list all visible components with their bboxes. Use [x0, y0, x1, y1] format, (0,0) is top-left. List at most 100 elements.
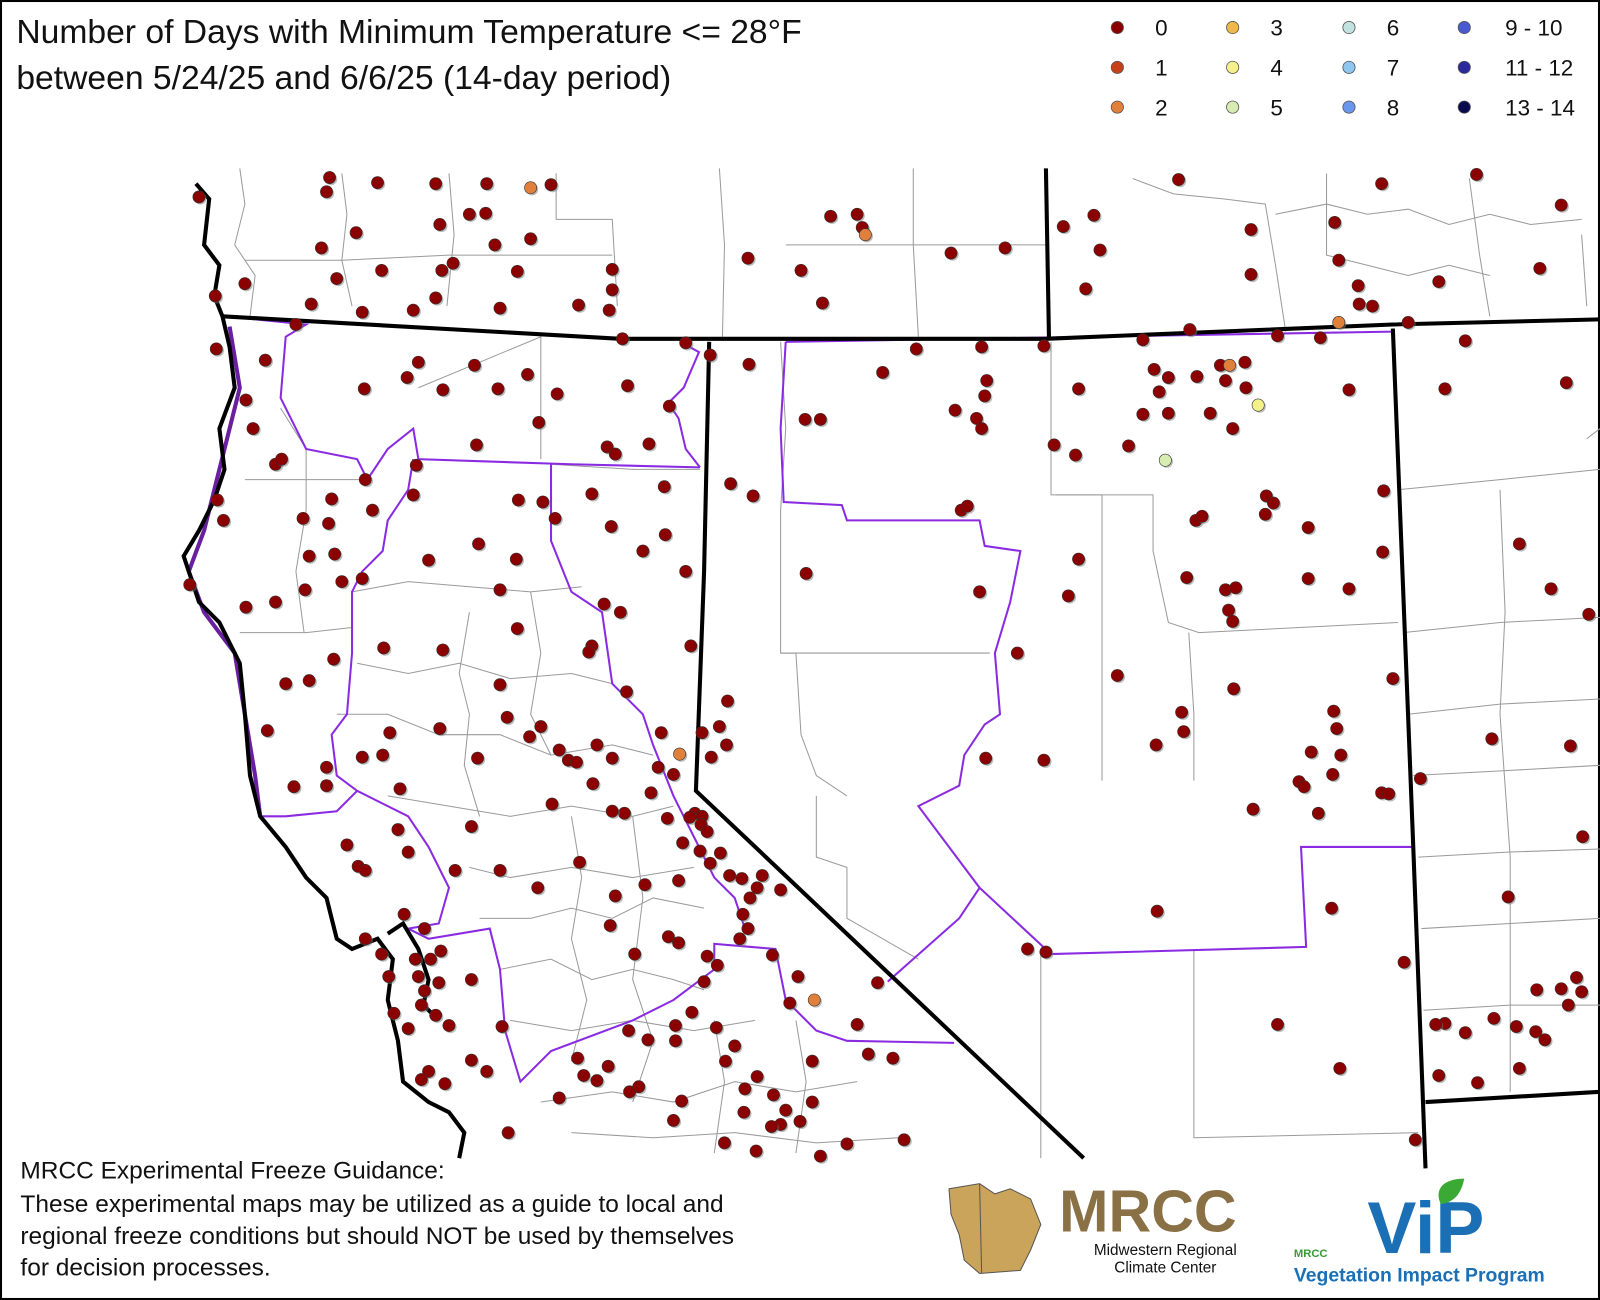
- station-dot: [1150, 904, 1164, 918]
- station-dot: [1175, 705, 1189, 719]
- station-dot: [480, 1065, 494, 1078]
- station-dot: [1223, 358, 1237, 372]
- legend-swatch: [1226, 21, 1240, 35]
- footer-heading: MRCC Experimental Freeze Guidance:: [20, 1158, 444, 1185]
- station-dot: [779, 1103, 793, 1117]
- station-dot: [975, 340, 989, 354]
- station-dot: [436, 643, 450, 657]
- station-dot: [700, 825, 714, 839]
- station-dot: [397, 907, 411, 921]
- station-dot: [1529, 1025, 1543, 1039]
- station-dot: [621, 379, 634, 393]
- station-dot: [436, 383, 450, 397]
- station-dot: [1429, 1018, 1443, 1031]
- station-dot: [471, 751, 484, 765]
- station-dot: [794, 263, 808, 277]
- station-dot: [523, 730, 537, 744]
- station-dot: [1485, 732, 1499, 746]
- station-dot: [697, 975, 711, 989]
- station-dot: [798, 412, 812, 426]
- station-dot: [1190, 370, 1204, 383]
- legend-label: 0: [1155, 16, 1167, 41]
- station-dot: [1554, 198, 1568, 212]
- station-dot: [871, 976, 884, 990]
- station-dot: [600, 440, 614, 454]
- station-dot: [743, 891, 757, 905]
- station-dot: [358, 473, 372, 487]
- station-dot: [824, 209, 838, 223]
- station-dot: [783, 996, 797, 1010]
- station-dot: [601, 1059, 615, 1073]
- station-dot: [970, 411, 983, 425]
- station-dot: [590, 738, 604, 752]
- station-dot: [465, 973, 478, 987]
- station-dot: [1304, 745, 1318, 759]
- station-dot: [302, 549, 316, 563]
- station-dot: [667, 1113, 680, 1127]
- station-dot: [418, 922, 431, 935]
- station-dot: [355, 305, 369, 319]
- station-dot: [192, 190, 206, 204]
- station-dot: [510, 622, 524, 635]
- station-dot: [724, 477, 738, 491]
- station-dot: [510, 265, 524, 278]
- station-dot: [613, 605, 627, 619]
- station-dot: [1382, 787, 1396, 801]
- station-dot: [793, 1115, 807, 1128]
- station-dot: [408, 952, 422, 966]
- station-dot: [323, 171, 337, 184]
- station-dot: [446, 256, 460, 270]
- station-dot: [315, 241, 328, 255]
- station-dot: [470, 438, 483, 452]
- station-dot: [1222, 603, 1235, 617]
- station-dot: [550, 387, 564, 401]
- station-dot: [435, 263, 449, 277]
- station-dot: [695, 726, 709, 740]
- station-dot: [805, 1095, 819, 1109]
- station-dot: [1267, 496, 1280, 510]
- station-dot: [1471, 1076, 1484, 1090]
- station-dot: [534, 720, 548, 733]
- station-dot: [816, 296, 829, 310]
- station-dot: [1559, 376, 1573, 390]
- station-dot: [979, 751, 993, 765]
- station-dot: [1401, 316, 1415, 329]
- station-dot: [1239, 381, 1253, 395]
- legend-swatch: [1110, 21, 1124, 35]
- legend-swatch: [1110, 60, 1124, 74]
- station-dot: [320, 185, 333, 199]
- station-dot: [1438, 382, 1452, 396]
- station-dot: [618, 806, 631, 820]
- station-dot: [1432, 275, 1446, 289]
- station-dot: [411, 970, 425, 983]
- station-dot: [328, 547, 342, 561]
- station-dot: [1313, 331, 1327, 345]
- station-dot: [684, 639, 698, 653]
- station-dot: [1203, 406, 1217, 420]
- station-dot: [424, 952, 438, 966]
- station-dot: [850, 1018, 864, 1031]
- legend-label: 7: [1387, 56, 1399, 81]
- station-dot: [355, 750, 369, 764]
- legend-label: 13 - 14: [1505, 95, 1575, 120]
- station-dot: [636, 544, 650, 558]
- station-dot: [654, 726, 668, 740]
- station-dot: [1297, 780, 1311, 794]
- station-dot: [1069, 448, 1082, 462]
- station-dot: [544, 178, 558, 192]
- station-dot: [679, 336, 693, 350]
- station-dot: [406, 488, 420, 502]
- station-dot: [1136, 333, 1150, 347]
- legend-swatch: [1342, 21, 1356, 35]
- station-dot: [296, 511, 310, 525]
- station-dot: [620, 685, 633, 699]
- station-dot: [322, 517, 335, 530]
- station-dot: [719, 1054, 732, 1068]
- station-dot: [1351, 279, 1365, 293]
- station-dot: [765, 1120, 778, 1133]
- station-dot: [1010, 646, 1024, 660]
- station-dot: [736, 907, 750, 921]
- mrcc-subtitle: Midwestern Regional: [1094, 1242, 1237, 1259]
